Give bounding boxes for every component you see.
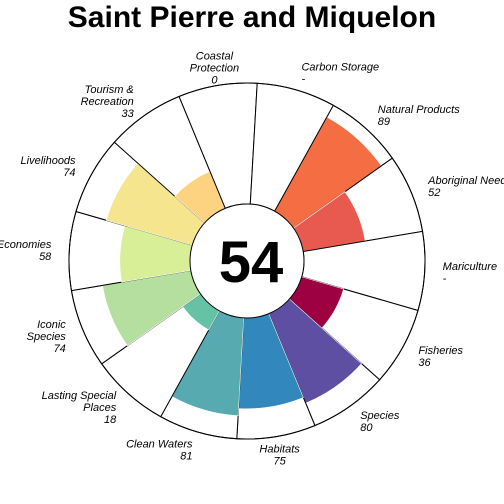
petal-score-label: -: [301, 74, 305, 86]
petal-name-label: Places: [83, 402, 117, 414]
petal-name-label: Iconic: [37, 319, 66, 331]
petal-score-label: 18: [104, 414, 117, 426]
petal-name-label: Aboriginal Needs: [427, 175, 504, 187]
petal-name-label: Species: [360, 410, 400, 422]
petal-name-label: Coastal: [196, 51, 234, 63]
petal-name-label: Mariculture: [443, 261, 497, 273]
petal-score-label: 80: [360, 422, 373, 434]
petal-score-label: 0: [211, 75, 218, 87]
petal-score-label: 58: [39, 251, 52, 263]
petal-name-label: Fisheries: [418, 345, 463, 357]
petal-score-label: -: [443, 273, 447, 285]
petal-score-label: 89: [378, 116, 390, 128]
outer-ring: [68, 82, 426, 440]
petal-name-label: Species: [27, 331, 67, 343]
petal-name-label: Lasting Special: [42, 390, 117, 402]
center-disc: [189, 203, 305, 319]
petal-score-label: 33: [122, 108, 135, 120]
petal-name-label: Natural Products: [378, 104, 460, 116]
petal-name-label: Carbon Storage: [301, 62, 379, 74]
petal-name-label: Tourism &: [85, 84, 134, 96]
petal-name-label: Livelihoods: [21, 155, 77, 167]
petal-score-label: 81: [180, 450, 192, 462]
petal-score-label: 74: [54, 343, 66, 355]
petal-name-label: Economies: [0, 239, 52, 251]
petal-name-label: Protection: [190, 63, 240, 75]
petal-name-label: Recreation: [81, 96, 134, 108]
chart-title: Saint Pierre and Miquelon: [67, 1, 437, 34]
petal-name-label: Habitats: [259, 443, 300, 455]
petal-score-label: 52: [428, 187, 440, 199]
petal-score-label: 36: [418, 357, 431, 369]
petal-score-label: 75: [273, 455, 286, 467]
petal-name-label: Clean Waters: [126, 438, 193, 450]
petal-score-label: 74: [63, 167, 75, 179]
overall-score: 54: [219, 230, 284, 295]
